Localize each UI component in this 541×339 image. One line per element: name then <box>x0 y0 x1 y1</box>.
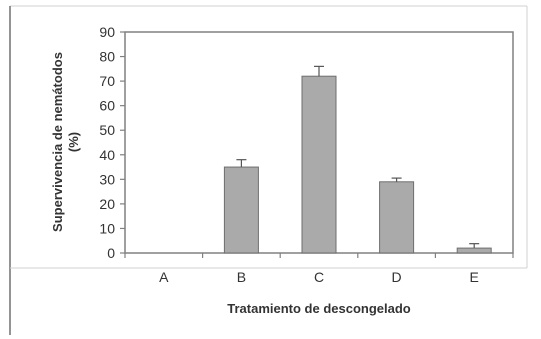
x-axis: A B C D E <box>124 253 514 285</box>
y-tick-label: 30 <box>99 171 115 187</box>
y-tick-label: 20 <box>99 196 115 212</box>
y-tick-label: 70 <box>99 73 115 89</box>
y-tick-label: 60 <box>99 98 115 114</box>
bar-C <box>301 75 337 254</box>
y-tick-label: 0 <box>107 245 115 261</box>
x-tick-label: A <box>159 269 169 285</box>
y-axis: 0 10 20 30 40 50 60 70 80 90 <box>99 24 125 261</box>
y-tick-label: 80 <box>99 49 115 65</box>
bar-B <box>223 166 259 254</box>
y-tick-label: 90 <box>99 24 115 40</box>
bar-E <box>456 247 492 254</box>
y-axis-title-line1: Supervivencia de nemátodos <box>50 52 65 232</box>
x-tick-label: D <box>392 269 402 285</box>
x-tick-label: B <box>237 269 246 285</box>
bar-series <box>223 75 492 254</box>
x-axis-title: Tratamiento de descongelado <box>227 301 411 316</box>
error-bars <box>236 65 480 249</box>
bar-D <box>379 181 415 254</box>
y-tick-label: 40 <box>99 147 115 163</box>
x-tick-label: C <box>314 269 324 285</box>
y-axis-title-line2: (%) <box>66 132 81 152</box>
x-tick-label: E <box>470 269 479 285</box>
y-tick-label: 10 <box>99 220 115 236</box>
y-tick-label: 50 <box>99 122 115 138</box>
